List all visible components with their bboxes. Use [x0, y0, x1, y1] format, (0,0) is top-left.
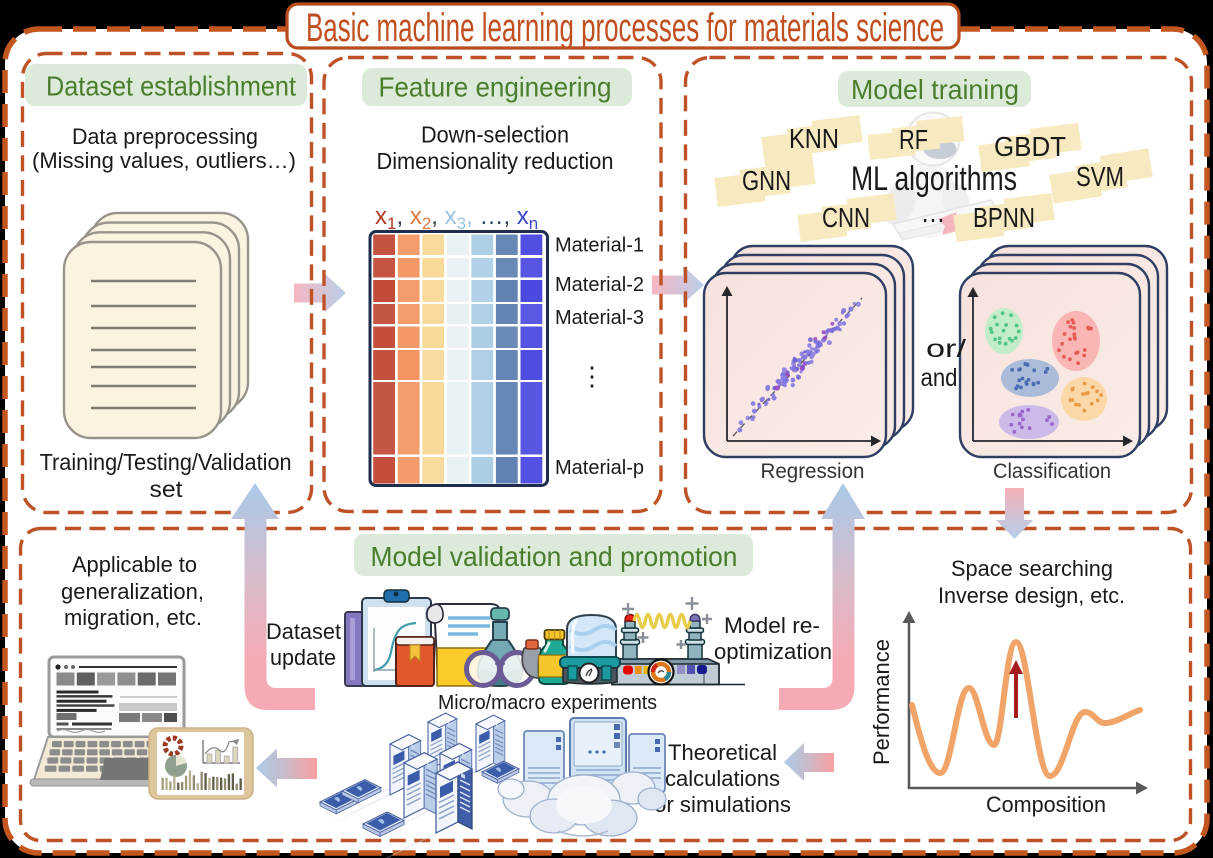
svg-text:optimization: optimization — [714, 639, 832, 664]
svg-text:update: update — [270, 645, 336, 670]
svg-text:set: set — [150, 476, 184, 502]
svg-text:and: and — [921, 364, 958, 392]
svg-text:Model validation and promotion: Model validation and promotion — [371, 541, 738, 572]
svg-text:Training/Testing/Validation: Training/Testing/Validation — [40, 449, 292, 475]
svg-text:Material-3: Material-3 — [555, 307, 644, 329]
svg-text:GBDT: GBDT — [994, 131, 1066, 162]
svg-text:GNN: GNN — [742, 165, 791, 196]
svg-text:Regression: Regression — [761, 460, 865, 483]
svg-text:Micro/macro experiments: Micro/macro experiments — [438, 692, 657, 714]
svg-text:SVM: SVM — [1076, 161, 1124, 192]
svg-text:RF: RF — [899, 124, 928, 155]
svg-text:Dataset establishment: Dataset establishment — [46, 71, 296, 102]
svg-text:or/: or/ — [926, 335, 966, 363]
svg-text:Material-2: Material-2 — [555, 274, 644, 296]
svg-text:Inverse design, etc.: Inverse design, etc. — [938, 583, 1125, 608]
svg-text:BPNN: BPNN — [973, 202, 1035, 233]
svg-text:KNN: KNN — [789, 123, 839, 154]
svg-text:calculations: calculations — [665, 766, 780, 791]
svg-text:(Missing values, outliers…): (Missing values, outliers…) — [32, 148, 296, 173]
svg-text:or simulations: or simulations — [654, 792, 791, 817]
svg-text:Basic machine learning process: Basic machine learning processes for mat… — [306, 6, 944, 50]
svg-text:CNN: CNN — [822, 202, 870, 233]
svg-text:Space searching: Space searching — [951, 556, 1113, 581]
svg-text:Dimensionality reduction: Dimensionality reduction — [377, 148, 614, 174]
svg-text:⋮: ⋮ — [579, 361, 605, 391]
svg-text:Model re-: Model re- — [724, 613, 820, 638]
svg-text:ML algorithms: ML algorithms — [851, 160, 1017, 198]
svg-text:Theoretical: Theoretical — [668, 740, 777, 765]
svg-text:x1, x2, x3, …, xn: x1, x2, x3, …, xn — [375, 203, 538, 233]
svg-text:Material-p: Material-p — [555, 457, 644, 479]
svg-text:…: … — [921, 197, 946, 228]
svg-text:Performance: Performance — [869, 639, 894, 765]
svg-text:Data preprocessing: Data preprocessing — [72, 124, 258, 149]
svg-text:Down-selection: Down-selection — [421, 122, 569, 148]
svg-text:Model training: Model training — [851, 74, 1019, 105]
svg-text:migration, etc.: migration, etc. — [64, 605, 202, 630]
svg-text:Feature engineering: Feature engineering — [379, 72, 612, 103]
svg-text:Classification: Classification — [993, 460, 1111, 483]
svg-text:Composition: Composition — [986, 792, 1106, 817]
svg-text:Dataset: Dataset — [266, 619, 341, 644]
svg-text:generalization,: generalization, — [61, 579, 204, 604]
svg-text:Applicable to: Applicable to — [72, 552, 197, 577]
svg-text:Material-1: Material-1 — [555, 235, 644, 257]
